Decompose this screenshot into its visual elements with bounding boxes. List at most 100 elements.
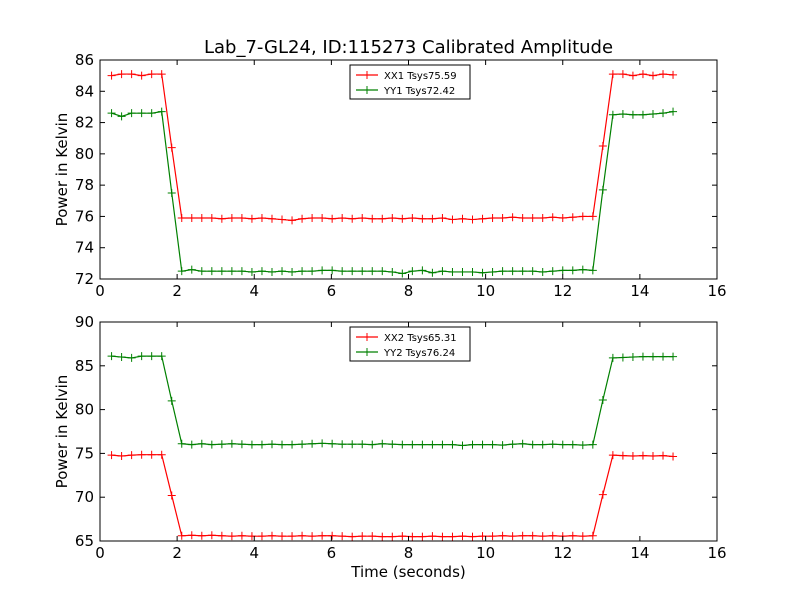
data-point — [227, 532, 236, 541]
data-point — [147, 352, 156, 361]
data-point — [588, 212, 597, 221]
data-point — [648, 352, 657, 361]
data-point — [659, 451, 668, 460]
y-tick-label: 70 — [75, 488, 94, 506]
data-point — [438, 213, 447, 222]
data-point — [618, 70, 627, 79]
legend-box — [349, 64, 471, 100]
data-point — [548, 531, 557, 540]
data-point — [398, 440, 407, 449]
data-point — [207, 440, 216, 449]
data-point — [207, 531, 216, 540]
data-point — [578, 441, 587, 450]
y-tick-label: 90 — [75, 313, 94, 331]
x-tick-label: 10 — [476, 282, 495, 300]
data-point — [408, 440, 417, 449]
data-point — [378, 267, 387, 276]
data-point — [288, 267, 297, 276]
data-point — [368, 214, 377, 223]
data-point — [328, 439, 337, 448]
data-point — [187, 531, 196, 540]
data-point — [368, 440, 377, 449]
data-point — [568, 440, 577, 449]
data-point — [568, 531, 577, 540]
data-point — [408, 267, 417, 276]
data-point — [518, 267, 527, 276]
data-point — [328, 266, 337, 275]
data-point — [247, 440, 256, 449]
data-point — [438, 532, 447, 541]
data-point — [217, 214, 226, 223]
data-point — [648, 71, 657, 80]
x-tick-label: 10 — [476, 544, 495, 562]
data-point — [488, 532, 497, 541]
data-point — [398, 214, 407, 223]
data-point — [147, 109, 156, 118]
data-point — [608, 70, 617, 79]
data-point — [348, 267, 357, 276]
data-point — [177, 531, 186, 540]
data-point — [558, 213, 567, 222]
data-point — [528, 531, 537, 540]
data-point — [207, 213, 216, 222]
data-point — [388, 532, 397, 541]
data-point — [568, 266, 577, 275]
data-point — [568, 213, 577, 222]
top-panel: 0 2 4 6 8 10 12 14 16 72 74 76 78 80 82 84 86 Lab_7-GL24,… — [53, 37, 727, 300]
data-point — [548, 213, 557, 222]
data-point — [538, 267, 547, 276]
data-point — [137, 71, 146, 80]
data-point — [217, 267, 226, 276]
data-point — [398, 269, 407, 278]
data-point — [448, 440, 457, 449]
data-point — [127, 353, 136, 362]
data-point — [117, 452, 126, 461]
data-point — [538, 532, 547, 541]
data-point — [418, 532, 427, 541]
data-point — [257, 440, 266, 449]
legend-label: XX2 Tsys65.31 — [384, 333, 457, 344]
data-point — [378, 439, 387, 448]
data-point — [608, 353, 617, 362]
data-point — [448, 532, 457, 541]
data-point — [468, 532, 477, 541]
y-axis-label: Power in Kelvin — [53, 113, 71, 227]
data-point — [669, 107, 678, 116]
data-point — [338, 267, 347, 276]
data-point — [388, 267, 397, 276]
bottom-panel: 0 2 4 6 8 10 12 14 16 65 70 75 80 85 90 Power in Kelvin… — [53, 313, 727, 581]
data-point — [418, 266, 427, 275]
data-point — [528, 267, 537, 276]
series-2 — [107, 107, 678, 278]
data-point — [117, 112, 126, 121]
data-point — [458, 441, 467, 450]
data-point — [478, 214, 487, 223]
x-tick-label: 2 — [172, 544, 182, 562]
y-tick-label: 84 — [75, 82, 94, 100]
data-point — [127, 109, 136, 118]
data-point — [628, 71, 637, 80]
data-point — [448, 267, 457, 276]
data-point — [308, 532, 317, 541]
data-point — [338, 532, 347, 541]
data-point — [328, 214, 337, 223]
data-point — [558, 440, 567, 449]
data-point — [278, 267, 287, 276]
y-tick-label: 86 — [75, 51, 94, 69]
data-point — [288, 440, 297, 449]
data-point — [618, 109, 627, 118]
data-point — [468, 267, 477, 276]
data-point — [508, 267, 517, 276]
y-tick-label: 75 — [75, 444, 94, 462]
data-point — [428, 532, 437, 541]
data-point — [588, 440, 597, 449]
data-point — [318, 439, 327, 448]
data-point — [598, 395, 607, 404]
data-point — [508, 532, 517, 541]
data-point — [598, 490, 607, 499]
data-point — [257, 213, 266, 222]
data-point — [227, 213, 236, 222]
data-point — [137, 450, 146, 459]
data-point — [167, 188, 176, 197]
y-tick-label: 74 — [75, 239, 94, 257]
